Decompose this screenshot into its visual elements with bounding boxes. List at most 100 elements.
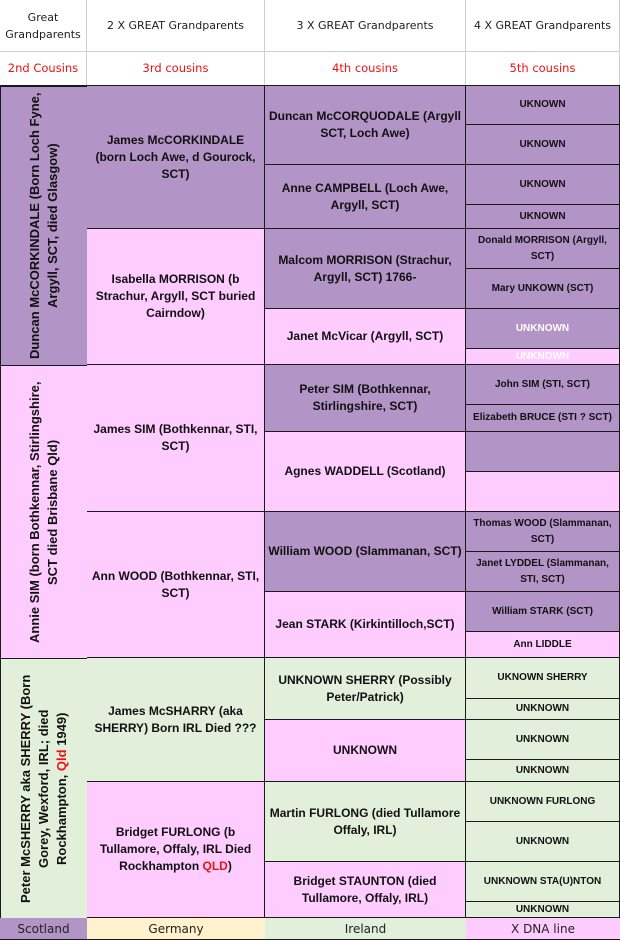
person-name: UKNOWN	[519, 99, 566, 110]
person-name: James McSHARRY (aka SHERRY) Born IRL Die…	[94, 703, 257, 735]
person-name: UNKNOWN	[515, 350, 570, 362]
gen2-cell: Bridget FURLONG (b Tullamore, Offaly, IR…	[87, 782, 265, 918]
person-name: John SIM (STI, SCT)	[495, 378, 590, 390]
header-4th-cousins: 4th cousins	[265, 52, 466, 86]
header-2x-great-grandparents: 2 X GREAT Grandparents	[87, 0, 265, 52]
person-name: Annie SIM (born Bothkennar, Stirlingshir…	[27, 381, 60, 643]
person-name: Agnes WADDELL (Scotland)	[284, 464, 446, 478]
person-name: Donald MORRISON (Argyll, SCT)	[478, 234, 607, 262]
person-name: Anne CAMPBELL (Loch Awe, Argyll, SCT)	[281, 180, 449, 212]
gen4-cell: William STARK (SCT)	[466, 592, 620, 632]
person-name: Thomas WOOD (Slammanan, SCT)	[473, 517, 612, 545]
gen4-cell: UKNOWN	[466, 165, 620, 205]
state-highlight: QLD	[202, 859, 228, 873]
gen4-cell: Janet LYDDEL (Slammanan, STI, SCT)	[466, 552, 620, 592]
header-divider	[0, 85, 620, 87]
gen4-cell: UKNOWN	[466, 125, 620, 165]
person-name: Peter McSHERRY aka SHERRY (Born Gorey, W…	[18, 674, 69, 903]
gen2-cell: James McSHARRY (aka SHERRY) Born IRL Die…	[87, 658, 265, 782]
gen3-cell: Jean STARK (Kirkintilloch,SCT)	[265, 592, 466, 658]
person-name: UNKNOWN	[515, 835, 570, 847]
gen4-cell: UNKNOWN FURLONG	[466, 782, 620, 822]
gen4-cell: UKNOWN	[466, 86, 620, 125]
gen3-cell: William WOOD (Slammanan, SCT)	[265, 512, 466, 592]
gen4-cell: Donald MORRISON (Argyll, SCT)	[466, 229, 620, 269]
legend-germany: Germany	[87, 918, 265, 940]
gen4-cell: UNKNOWN	[466, 699, 620, 720]
gen3-cell: Janet McVicar (Argyll, SCT)	[265, 309, 466, 365]
gen2-cell: Ann WOOD (Bothkennar, STI, SCT)	[87, 512, 265, 658]
person-name: Mary UNKOWN (SCT)	[491, 282, 594, 294]
person-name: UKNOWN	[519, 178, 566, 190]
person-name: Peter SIM (Bothkennar, Stirlingshire, SC…	[299, 382, 431, 413]
gen3-cell: UNKNOWN	[265, 720, 466, 782]
person-name: UNKNOWN	[515, 733, 570, 745]
person-name: Jean STARK (Kirkintilloch,SCT)	[275, 617, 455, 631]
gen3-cell: UNKNOWN SHERRY (Possibly Peter/Patrick)	[265, 658, 466, 720]
gen4-cell: Ann LIDDLE	[466, 632, 620, 658]
gen2-cell: James SIM (Bothkennar, STI, SCT)	[87, 365, 265, 512]
gen3-cell: Malcom MORRISON (Strachur, Argyll, SCT) …	[265, 229, 466, 309]
person-name: Isabella MORRISON (b Strachur, Argyll, S…	[95, 272, 256, 320]
gen3-cell: Anne CAMPBELL (Loch Awe, Argyll, SCT)	[265, 165, 466, 229]
person-name: Malcom MORRISON (Strachur, Argyll, SCT) …	[278, 252, 452, 284]
gen2-cell: James McCORKINDALE (born Loch Awe, d Gou…	[87, 86, 265, 229]
state-highlight: Qld	[54, 749, 69, 771]
header-3x-great-grandparents: 3 X GREAT Grandparents	[265, 0, 466, 52]
person-name: UNKNOWN SHERRY (Possibly Peter/Patrick)	[278, 672, 452, 704]
person-name: Bridget STAUNTON (died Tullamore, Offaly…	[293, 873, 437, 905]
gen4-cell: UKNOWN	[466, 205, 620, 229]
person-name: William STARK (SCT)	[492, 605, 593, 617]
person-name: UKNOWN	[519, 210, 566, 222]
person-name: UKNOWN SHERRY	[497, 672, 588, 683]
legend-x-dna-line: X DNA line	[466, 918, 620, 940]
gen4-cell: UNKNOWN	[466, 760, 620, 782]
person-name: Ann LIDDLE	[513, 638, 572, 650]
person-name: James McCORKINDALE (born Loch Awe, d Gou…	[95, 132, 256, 181]
person-name: UNKNOWN STA(U)NTON	[483, 875, 602, 887]
person-name: Janet LYDDEL (Slammanan, STI, SCT)	[476, 557, 609, 585]
person-name: Elizabeth BRUCE (STI ? SCT)	[473, 412, 612, 423]
header-5th-cousins: 5th cousins	[466, 52, 620, 86]
gen3-cell: Peter SIM (Bothkennar, Stirlingshire, SC…	[265, 365, 466, 432]
person-name: UNKNOWN FURLONG	[489, 795, 596, 807]
gen4-cell: Elizabeth BRUCE (STI ? SCT)	[466, 405, 620, 432]
gen4-cell: Thomas WOOD (Slammanan, SCT)	[466, 512, 620, 552]
gen4-cell: UNKNOWN	[466, 309, 620, 349]
gen3-cell: Martin FURLONG (died Tullamore Offaly, I…	[265, 782, 466, 862]
person-name: Ann WOOD (Bothkennar, STI, SCT)	[91, 568, 260, 600]
gen3-cell: Duncan McCORQUODALE (Argyll SCT, Loch Aw…	[265, 86, 466, 165]
person-name: UNKNOWN	[333, 743, 397, 757]
header-great-grandparents: Great Grandparents	[0, 0, 87, 52]
great-grandparent-cell: Peter McSHERRY aka SHERRY (Born Gorey, W…	[0, 658, 87, 918]
legend-scotland: Scotland	[0, 918, 87, 940]
person-name: UNKNOWN	[515, 764, 570, 776]
gen4-cell: John SIM (STI, SCT)	[466, 365, 620, 405]
gen4-cell: UNKNOWN STA(U)NTON	[466, 862, 620, 902]
header-3rd-cousins: 3rd cousins	[87, 52, 265, 86]
person-name: Duncan McCORKINDALE (Born Loch Fyne, Arg…	[27, 92, 60, 360]
gen4-cell: UNKNOWN	[466, 902, 620, 918]
person-name: Duncan McCORQUODALE (Argyll SCT, Loch Aw…	[268, 109, 461, 140]
person-name: UNKNOWN	[515, 322, 570, 334]
gen3-cell: Bridget STAUNTON (died Tullamore, Offaly…	[265, 862, 466, 918]
gen3-cell: Agnes WADDELL (Scotland)	[265, 432, 466, 512]
legend-ireland: Ireland	[265, 918, 466, 940]
person-name: James SIM (Bothkennar, STI, SCT)	[93, 422, 258, 453]
gen4-cell	[466, 472, 620, 512]
person-name: William WOOD (Slammanan, SCT)	[268, 544, 462, 558]
header-4x-great-grandparents: 4 X GREAT Grandparents	[466, 0, 620, 52]
person-name: UKNOWN	[519, 138, 566, 150]
great-grandparent-cell: Duncan McCORKINDALE (Born Loch Fyne, Arg…	[0, 86, 87, 365]
gen4-cell: UNKNOWN	[466, 822, 620, 862]
gen4-cell: UNKNOWN	[466, 720, 620, 760]
gen4-cell	[466, 432, 620, 472]
person-name: Janet McVicar (Argyll, SCT)	[286, 329, 444, 343]
gen4-cell: UKNOWN SHERRY	[466, 658, 620, 699]
person-name: UNKNOWN	[515, 903, 570, 915]
person-name: Martin FURLONG (died Tullamore Offaly, I…	[269, 805, 461, 837]
gen4-cell: Mary UNKOWN (SCT)	[466, 269, 620, 309]
great-grandparent-cell: Annie SIM (born Bothkennar, Stirlingshir…	[0, 365, 87, 658]
person-name: Bridget FURLONG (b Tullamore, Offaly, IR…	[99, 825, 252, 873]
gen4-cell: UNKNOWN	[466, 349, 620, 365]
